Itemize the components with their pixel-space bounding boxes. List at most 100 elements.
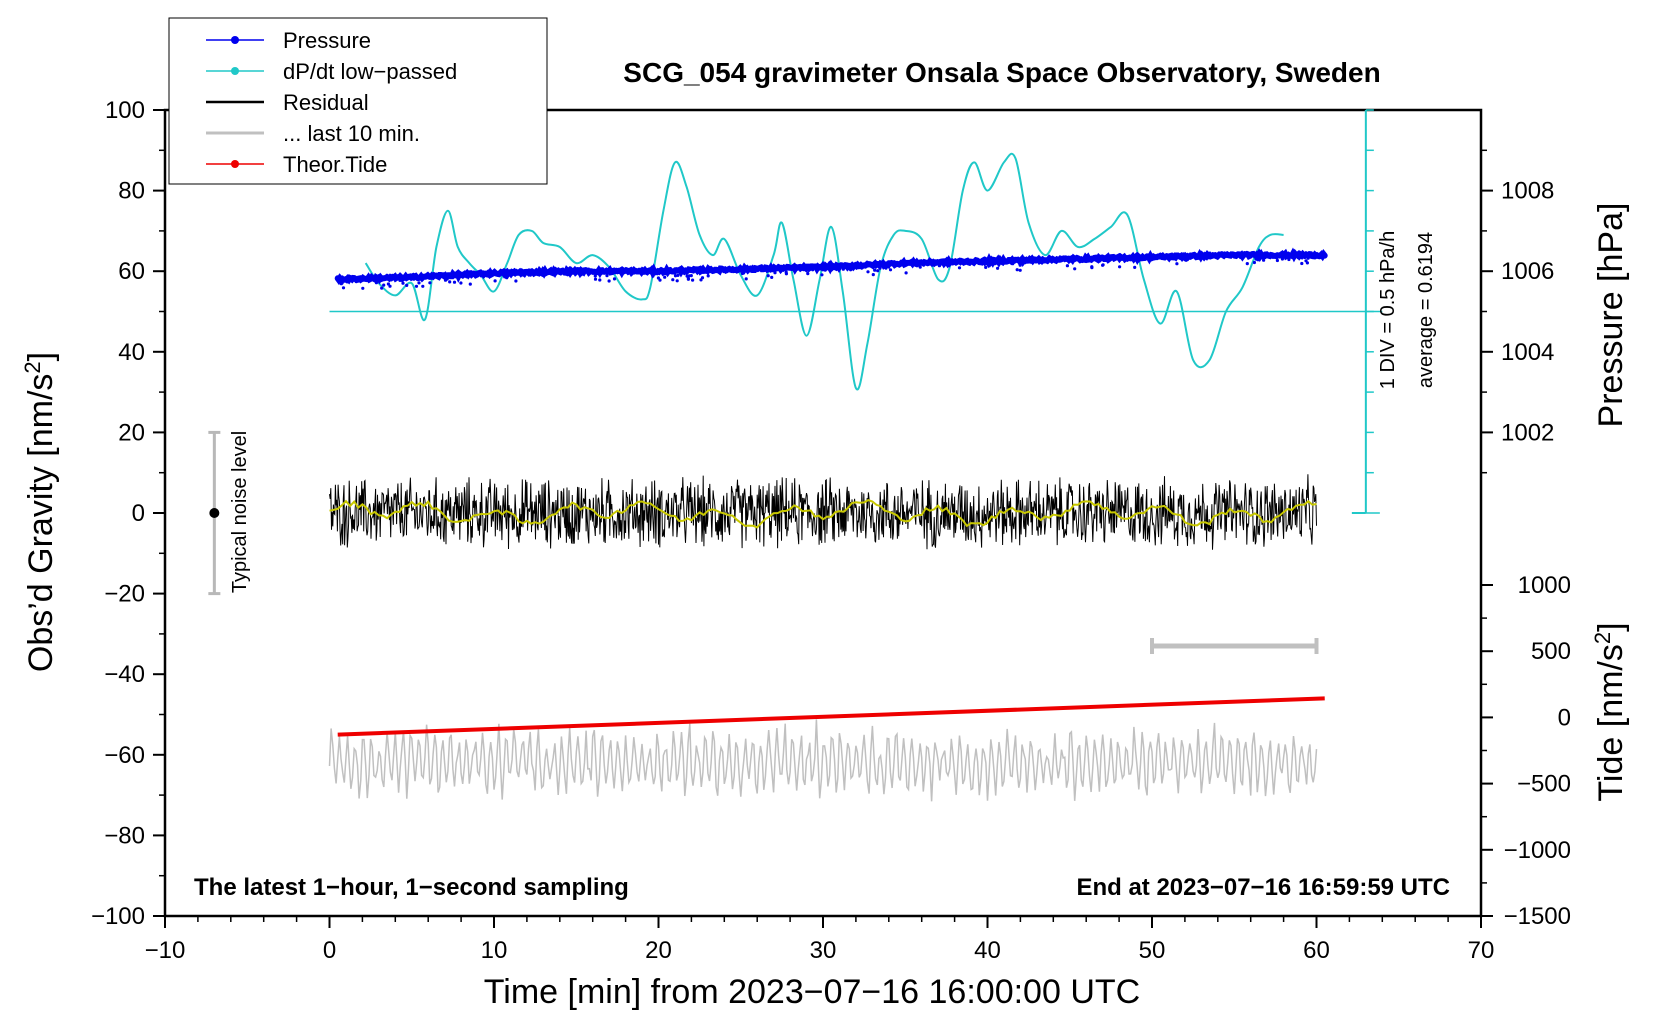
- x-tick-label: 20: [645, 937, 672, 964]
- pressure-point: [1175, 262, 1179, 266]
- pressure-point: [380, 286, 384, 290]
- pressure-point: [598, 278, 602, 282]
- pressure-point: [841, 267, 845, 271]
- theoretical-tide-line: [337, 696, 1325, 737]
- pressure-point: [1065, 264, 1069, 268]
- pressure-point: [445, 277, 449, 281]
- y-tick-label: 40: [118, 339, 145, 366]
- pressure-point: [1252, 260, 1256, 265]
- x-axis-title: Time [min] from 2023−07−16 16:00:00 UTC: [484, 973, 1140, 1011]
- pressure-point: [593, 274, 597, 278]
- legend-label: Residual: [283, 90, 369, 115]
- pressure-point: [1296, 256, 1300, 260]
- y-tick-label: −40: [104, 661, 145, 688]
- pressure-point: [770, 275, 774, 279]
- x-tick-label: 10: [481, 937, 508, 964]
- legend-label: ... last 10 min.: [283, 121, 420, 146]
- pressure-point: [1011, 262, 1015, 266]
- ticks-layer: −10 0 10 20 30 40 50 60 70100806040200−20−40−60−…: [91, 97, 1571, 964]
- pressure-point: [421, 284, 425, 288]
- pressure-point: [866, 270, 870, 274]
- tide-tick-label: −500: [1517, 771, 1571, 798]
- pressure-point: [1262, 258, 1266, 262]
- pressure-point: [605, 274, 609, 278]
- y-tick-label: −80: [104, 822, 145, 849]
- pressure-point: [412, 277, 416, 281]
- pressure-point: [579, 273, 583, 277]
- pressure-point: [1256, 258, 1260, 262]
- pressure-point: [1258, 255, 1263, 260]
- pressure-point: [687, 274, 691, 278]
- pressure-point: [374, 281, 378, 285]
- pressure-tick-label: 1006: [1501, 258, 1554, 285]
- pressure-point: [339, 282, 343, 286]
- pressure-point: [354, 280, 358, 284]
- tide-tick-label: −1000: [1504, 837, 1571, 864]
- pressure-point: [401, 281, 405, 285]
- pressure-point: [468, 282, 472, 286]
- pressure-point: [1318, 255, 1322, 260]
- legend-item: Residual: [206, 90, 369, 115]
- pressure-point: [691, 278, 695, 282]
- pressure-point: [993, 262, 997, 266]
- pressure-point: [673, 274, 678, 278]
- pressure-point: [871, 273, 875, 277]
- pressure-point: [414, 284, 419, 288]
- pressure-point: [957, 266, 962, 270]
- pressure-point: [417, 281, 421, 285]
- pressure-point: [609, 272, 613, 276]
- pressure-point: [671, 278, 675, 282]
- pressure-point: [612, 277, 617, 281]
- pressure-point: [811, 268, 815, 272]
- pressure-point: [1245, 262, 1249, 266]
- y-tick-label: 20: [118, 419, 145, 446]
- x-tick-label: 50: [1139, 937, 1166, 964]
- pressure-point: [382, 283, 386, 287]
- pressure-point: [1073, 267, 1077, 271]
- pressure-point: [820, 273, 824, 277]
- pressure-point: [1300, 261, 1304, 266]
- y-tick-label: −100: [91, 903, 145, 930]
- pressure-point: [651, 274, 655, 278]
- pressure-series: [334, 247, 1328, 290]
- x-tick-label: 30: [810, 937, 837, 964]
- pressure-tick-label: 1008: [1501, 178, 1554, 205]
- dpdt-line: [364, 152, 1284, 391]
- y-tick-label: 0: [132, 500, 145, 527]
- pressure-point: [1306, 256, 1310, 260]
- pressure-point: [599, 272, 603, 276]
- legend-swatch-marker: [231, 160, 239, 168]
- pressure-point: [428, 281, 432, 285]
- y-tick-label: 80: [118, 178, 145, 205]
- pressure-point: [1018, 268, 1022, 272]
- legend-item: Theor.Tide: [206, 152, 387, 177]
- pressure-point: [884, 266, 888, 270]
- y-tick-label: −20: [104, 581, 145, 608]
- pressure-point: [1015, 268, 1019, 272]
- pressure-point: [386, 282, 390, 286]
- y-tick-label: 100: [105, 97, 145, 124]
- pressure-point: [873, 268, 877, 272]
- pressure-point: [676, 273, 680, 277]
- pressure-point: [937, 264, 942, 268]
- y-axis-title-pressure: Pressure [hPa]: [1592, 203, 1630, 428]
- pressure-point: [405, 283, 409, 287]
- x-tick-label: −10: [145, 937, 186, 964]
- legend-label: Pressure: [283, 28, 371, 53]
- pressure-point: [503, 275, 507, 279]
- pressure-point: [1303, 255, 1307, 260]
- pressure-point: [984, 265, 988, 269]
- pressure-point: [1280, 257, 1284, 261]
- pressure-point: [849, 268, 853, 272]
- pressure-point: [675, 279, 679, 283]
- pressure-point: [566, 273, 570, 277]
- pressure-point: [918, 265, 922, 269]
- x-tick-label: 60: [1303, 937, 1330, 964]
- y-axis-title-left: Obs’d Gravity [nm/s2]: [20, 352, 61, 672]
- y-axis-title-left-sup: 2: [20, 361, 45, 373]
- pressure-point: [766, 274, 770, 278]
- y-axis-title-tide: Tide [nm/s2]: [1590, 622, 1631, 801]
- legend: Pressure dP/dt low−passed Residual ... last…: [168, 17, 548, 185]
- pressure-point: [806, 272, 810, 276]
- pressure-tick-label: 1004: [1501, 339, 1554, 366]
